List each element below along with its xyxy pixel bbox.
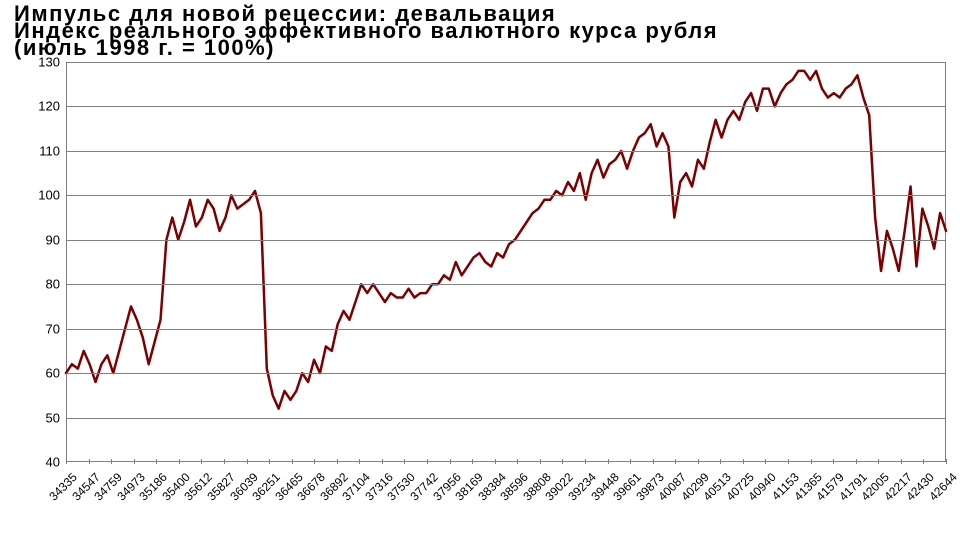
x-tick	[359, 459, 360, 464]
y-axis-label: 70	[46, 321, 60, 336]
x-tick	[946, 459, 947, 464]
x-tick	[833, 459, 834, 464]
x-tick	[156, 459, 157, 464]
y-axis-label: 110	[39, 143, 60, 158]
x-tick	[337, 459, 338, 464]
x-tick	[562, 459, 563, 464]
x-tick	[765, 459, 766, 464]
y-axis-label: 80	[46, 277, 60, 292]
x-tick	[247, 459, 248, 464]
x-tick	[472, 459, 473, 464]
y-axis-label: 130	[38, 55, 60, 70]
grid-line	[66, 329, 946, 330]
x-tick	[878, 459, 879, 464]
x-tick	[201, 459, 202, 464]
y-axis-label: 120	[38, 99, 60, 114]
x-tick	[427, 459, 428, 464]
grid-line	[66, 418, 946, 419]
grid-line	[66, 284, 946, 285]
x-axis-labels: 3433534547347593497335186354003561235827…	[66, 464, 946, 534]
x-tick	[585, 459, 586, 464]
y-axis-label: 90	[46, 232, 60, 247]
x-tick	[382, 459, 383, 464]
x-tick	[698, 459, 699, 464]
x-tick	[495, 459, 496, 464]
x-tick	[224, 459, 225, 464]
grid-line	[66, 106, 946, 107]
y-axis-label: 50	[46, 410, 60, 425]
x-tick	[653, 459, 654, 464]
x-tick	[89, 459, 90, 464]
x-tick	[134, 459, 135, 464]
x-tick	[111, 459, 112, 464]
x-tick	[179, 459, 180, 464]
title-line-3: (июль 1998 г. = 100%)	[14, 36, 944, 59]
x-tick	[788, 459, 789, 464]
grid-line	[66, 195, 946, 196]
line-series	[66, 62, 946, 462]
x-tick	[675, 459, 676, 464]
x-tick	[630, 459, 631, 464]
x-tick	[269, 459, 270, 464]
x-tick	[901, 459, 902, 464]
grid-line	[66, 240, 946, 241]
x-tick	[540, 459, 541, 464]
x-tick	[314, 459, 315, 464]
x-tick	[923, 459, 924, 464]
x-tick	[811, 459, 812, 464]
chart-plot-area: 405060708090100110120130	[66, 62, 946, 462]
y-axis-label: 40	[46, 455, 60, 470]
x-tick	[450, 459, 451, 464]
x-tick	[66, 459, 67, 464]
grid-line	[66, 151, 946, 152]
x-tick	[856, 459, 857, 464]
x-tick	[292, 459, 293, 464]
x-tick	[720, 459, 721, 464]
x-tick	[404, 459, 405, 464]
x-tick	[517, 459, 518, 464]
x-tick	[608, 459, 609, 464]
grid-line	[66, 373, 946, 374]
x-tick	[743, 459, 744, 464]
y-axis-label: 100	[38, 188, 60, 203]
chart-titles: Импульс для новой рецессии: девальвация …	[14, 2, 944, 71]
y-axis-label: 60	[46, 366, 60, 381]
